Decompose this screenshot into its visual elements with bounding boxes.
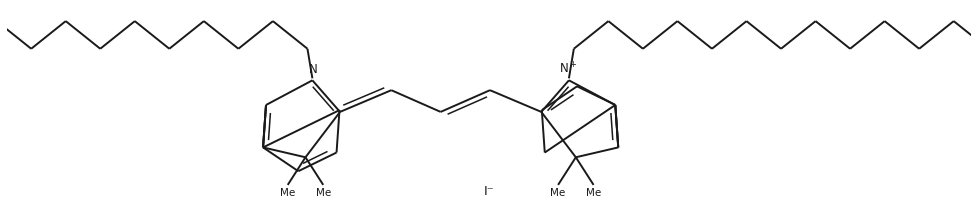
- Text: Me: Me: [279, 188, 295, 198]
- Text: N$^+$: N$^+$: [558, 61, 576, 76]
- Text: N: N: [309, 63, 318, 76]
- Text: Me: Me: [316, 188, 330, 198]
- Text: Me: Me: [585, 188, 601, 198]
- Text: Me: Me: [550, 188, 565, 198]
- Text: I⁻: I⁻: [484, 185, 493, 198]
